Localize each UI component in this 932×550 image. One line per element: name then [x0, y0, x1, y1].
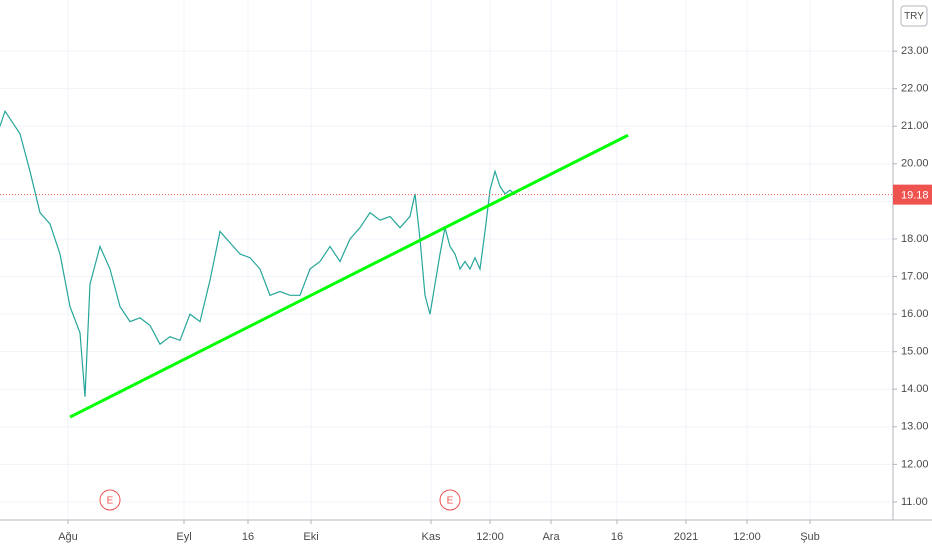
- x-tick-label: 2021: [674, 531, 698, 543]
- y-tick-label: 15.00: [901, 346, 929, 358]
- y-tick-label: 14.00: [901, 383, 929, 395]
- x-tick-label: Eyl: [176, 531, 191, 543]
- price-line: [0, 109, 516, 397]
- event-label: E: [107, 496, 114, 507]
- last-price-label: 19.18: [901, 190, 929, 202]
- y-tick-label: 16.00: [901, 308, 929, 320]
- x-tick-label: Eki: [303, 531, 318, 543]
- event-marker[interactable]: [439, 489, 461, 511]
- x-tick-label: 12:00: [733, 531, 761, 543]
- y-tick-label: 12.00: [901, 458, 929, 470]
- trendline: [69, 133, 629, 419]
- x-tick-label: Ağu: [58, 531, 78, 543]
- y-tick-label: 21.00: [901, 120, 929, 132]
- y-tick-label: 20.00: [901, 158, 929, 170]
- y-tick-label: 11.00: [901, 496, 928, 508]
- currency-box[interactable]: [900, 5, 928, 27]
- y-tick-label: 18.00: [901, 233, 929, 245]
- x-tick-label: Kas: [422, 531, 441, 543]
- y-tick-label: 23.00: [901, 45, 929, 57]
- event-marker[interactable]: [99, 489, 121, 511]
- x-tick-label: 16: [242, 531, 254, 543]
- event-label: E: [447, 496, 454, 507]
- y-tick-label: 13.00: [901, 421, 929, 433]
- currency-label: TRY: [904, 11, 924, 22]
- x-tick-label: 16: [611, 531, 623, 543]
- x-tick-label: Şub: [800, 531, 820, 543]
- y-tick-label: 22.00: [901, 83, 929, 95]
- x-tick-label: 12:00: [476, 531, 504, 543]
- x-tick-label: Ara: [542, 531, 560, 543]
- last-price-box: [893, 184, 932, 205]
- y-tick-label: 17.00: [901, 270, 929, 282]
